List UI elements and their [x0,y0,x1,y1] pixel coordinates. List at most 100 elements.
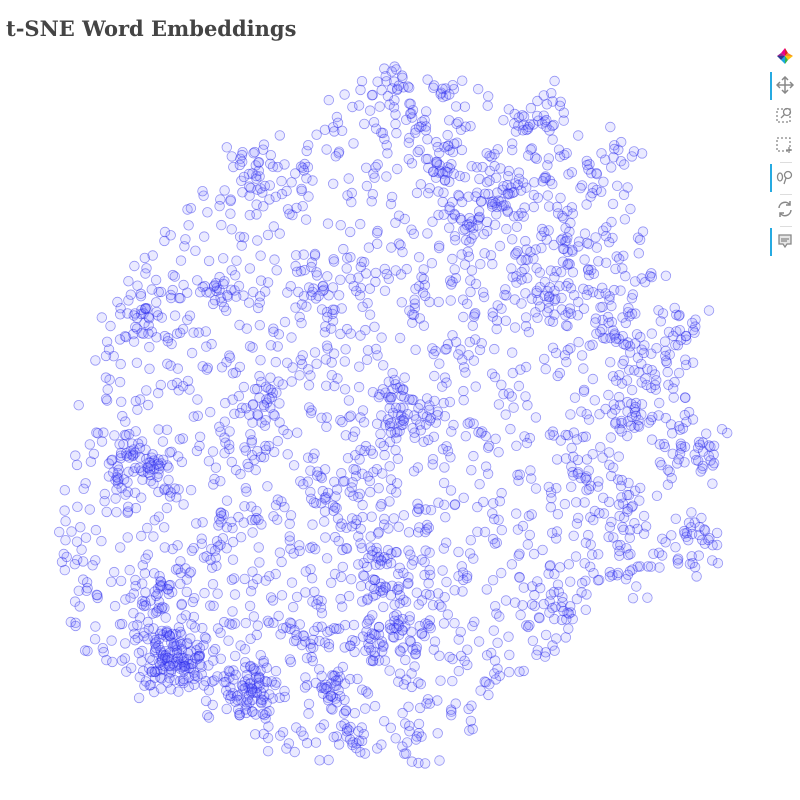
scatter-point[interactable] [56,556,68,568]
scatter-point[interactable] [137,560,149,571]
scatter-point[interactable] [447,653,458,665]
scatter-point[interactable] [612,540,623,551]
scatter-point[interactable] [479,526,491,538]
scatter-point[interactable] [390,118,401,130]
scatter-point[interactable] [543,201,555,212]
scatter-point[interactable] [680,392,691,404]
scatter-point[interactable] [286,177,297,188]
scatter-point[interactable] [423,434,434,446]
scatter-point[interactable] [189,652,201,664]
scatter-point[interactable] [555,234,567,246]
scatter-point[interactable] [320,354,332,365]
scatter-point[interactable] [327,122,339,133]
scatter-point[interactable] [544,291,555,302]
scatter-point[interactable] [219,432,230,443]
scatter-point[interactable] [441,537,452,548]
scatter-point[interactable] [480,461,492,472]
scatter-point[interactable] [340,705,351,717]
scatter-point[interactable] [346,196,357,208]
scatter-point[interactable] [312,594,324,606]
scatter-point[interactable] [256,417,267,428]
scatter-point[interactable] [416,116,428,128]
scatter-point[interactable] [581,485,592,496]
scatter-point[interactable] [549,569,560,580]
scatter-point[interactable] [593,476,604,487]
scatter-point[interactable] [362,471,374,482]
scatter-point[interactable] [91,427,102,438]
scatter-point[interactable] [493,447,504,458]
scatter-point[interactable] [332,513,344,524]
scatter-point[interactable] [419,569,430,581]
scatter-point[interactable] [402,737,413,748]
scatter-point[interactable] [268,409,279,420]
scatter-point[interactable] [511,277,522,288]
scatter-point[interactable] [509,294,521,305]
scatter-point[interactable] [416,628,427,640]
scatter-point[interactable] [429,370,440,382]
scatter-point[interactable] [244,209,256,221]
scatter-point[interactable] [109,600,121,612]
scatter-point[interactable] [185,202,197,214]
scatter-point[interactable] [393,210,405,221]
scatter-point[interactable] [381,140,392,151]
scatter-point[interactable] [171,328,183,339]
scatter-point[interactable] [284,617,296,628]
scatter-point[interactable] [647,411,658,423]
scatter-point[interactable] [399,372,410,383]
scatter-point[interactable] [460,121,471,132]
scatter-point[interactable] [253,671,265,682]
scatter-point[interactable] [635,482,646,494]
scatter-point[interactable] [115,358,126,370]
scatter-point[interactable] [371,227,383,239]
scatter-point[interactable] [367,448,379,460]
scatter-point[interactable] [194,440,205,452]
scatter-point[interactable] [552,579,564,590]
scatter-point[interactable] [432,695,443,706]
scatter-point[interactable] [240,483,252,494]
scatter-point[interactable] [272,435,284,447]
scatter-point[interactable] [439,372,451,383]
scatter-point[interactable] [247,342,258,353]
scatter-point[interactable] [500,315,512,327]
scatter-point[interactable] [551,483,562,494]
scatter-point[interactable] [462,570,473,582]
scatter-point[interactable] [530,244,542,255]
bokeh-logo[interactable] [768,42,800,70]
scatter-point[interactable] [537,544,548,556]
scatter-point[interactable] [491,323,502,335]
scatter-point[interactable] [151,606,163,617]
scatter-point[interactable] [176,456,188,468]
scatter-point[interactable] [367,545,378,557]
scatter-point[interactable] [660,345,671,357]
scatter-point[interactable] [175,255,187,266]
scatter-point[interactable] [625,420,637,431]
scatter-point[interactable] [247,566,258,577]
scatter-point[interactable] [550,293,561,305]
scatter-point[interactable] [327,704,338,715]
scatter-point[interactable] [551,454,563,465]
scatter-point[interactable] [530,412,542,423]
scatter-point[interactable] [252,235,263,246]
scatter-point[interactable] [428,431,440,443]
scatter-point[interactable] [290,260,301,272]
scatter-point[interactable] [102,384,113,395]
scatter-point[interactable] [383,376,395,388]
scatter-point[interactable] [181,287,193,298]
scatter-point[interactable] [670,542,681,553]
scatter-point[interactable] [166,379,178,391]
scatter-point[interactable] [660,355,672,367]
scatter-point[interactable] [394,590,406,601]
scatter-point[interactable] [305,638,316,650]
scatter-point[interactable] [525,465,536,476]
scatter-point[interactable] [196,669,207,680]
scatter-point[interactable] [536,242,547,254]
scatter-point[interactable] [547,96,558,107]
scatter-point[interactable] [303,139,314,151]
scatter-point[interactable] [353,559,364,570]
scatter-point[interactable] [622,506,633,517]
scatter-point[interactable] [162,484,174,496]
scatter-point[interactable] [192,671,203,682]
scatter-point[interactable] [351,285,362,297]
scatter-point[interactable] [410,283,421,295]
scatter-point[interactable] [349,708,361,719]
